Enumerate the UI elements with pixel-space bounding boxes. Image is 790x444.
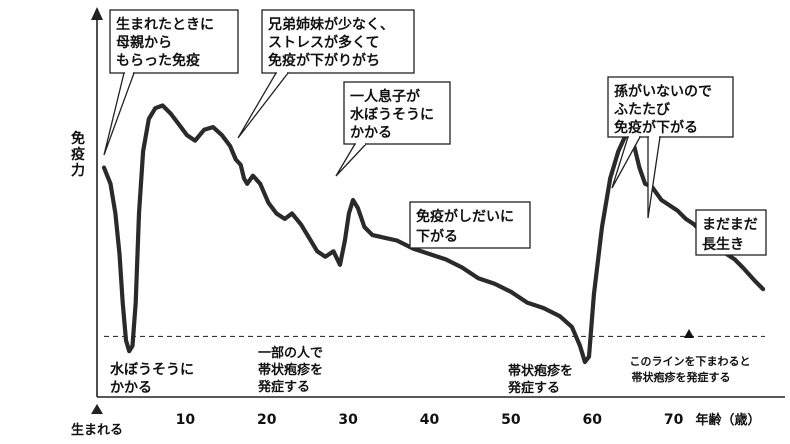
x-tick-label: 70 (664, 412, 684, 428)
annotation-text-line: 生まれたときに (116, 16, 214, 33)
annotation-box (607, 76, 734, 138)
annotation-text-line: まだまだ (702, 217, 758, 233)
annotation-text-line: 水ぼうそうに (350, 106, 434, 123)
annotation-text-line: 兄弟姉妹が少なく、 (267, 16, 394, 33)
x-tick-label: 30 (338, 412, 358, 428)
annotation-text-line: 帯状疱疹を (258, 362, 323, 378)
annotation-text-line: もらった免疫 (116, 52, 200, 69)
threshold-label-line: 帯状疱疹を発症する (632, 370, 731, 384)
threshold-marker-triangle (684, 329, 694, 338)
annotation-text-line: ふたたび (614, 102, 671, 118)
annotation-text-line: 免疫がしだいに (416, 208, 514, 225)
annotation-text-line: ストレスが多くて (268, 34, 380, 51)
x-axis-label: 年齢（歳） (695, 412, 760, 428)
x-tick-label: 20 (257, 412, 277, 428)
annotation-box (261, 9, 415, 74)
x-tick-label: 50 (501, 412, 521, 428)
annotation-text-line: 発症する (257, 379, 310, 395)
y-axis-arrow (91, 7, 103, 20)
annotation-box (343, 81, 451, 145)
annotation-text-line: 下がる (416, 228, 458, 245)
annotation-text-line: 帯状疱疹を (508, 363, 573, 379)
annotation-text-line: かかる (110, 380, 152, 396)
annotation-pointer (237, 72, 290, 139)
annotation-text-line: 孫がいないので (614, 83, 712, 100)
birth-label: 生まれる (71, 422, 123, 438)
annotation-text-line: 水ぼうそうに (110, 361, 194, 378)
x-tick-label: 60 (583, 412, 603, 428)
annotation-box (109, 9, 239, 74)
annotation-text-line: 長生き (702, 236, 744, 253)
x-tick-label: 40 (420, 412, 440, 428)
annotation-pointer (103, 72, 135, 156)
annotation-text-line: 免疫が下がる (614, 119, 698, 136)
annotation-pointer (647, 136, 661, 219)
annotation-text-line: 母親から (116, 34, 172, 51)
annotation-box (695, 209, 767, 256)
y-axis-label-char: 免 (71, 130, 85, 147)
annotation-text-line: かかる (350, 125, 392, 141)
y-axis-label-char: 力 (71, 162, 85, 179)
threshold-label-line: このラインを下まわると (630, 355, 751, 368)
y-axis-label-char: 疫 (71, 146, 85, 163)
annotation-pointer (335, 143, 368, 177)
annotation-box (409, 201, 531, 249)
x-tick-label: 10 (176, 412, 196, 428)
annotation-text-line: 一部の人で (258, 345, 323, 361)
birth-marker-triangle (91, 404, 103, 414)
annotation-text-line: 一人息子が (350, 88, 421, 105)
annotation-text-line: 免疫が下がりがち (268, 52, 380, 69)
annotation-text-line: 発症する (507, 380, 560, 396)
